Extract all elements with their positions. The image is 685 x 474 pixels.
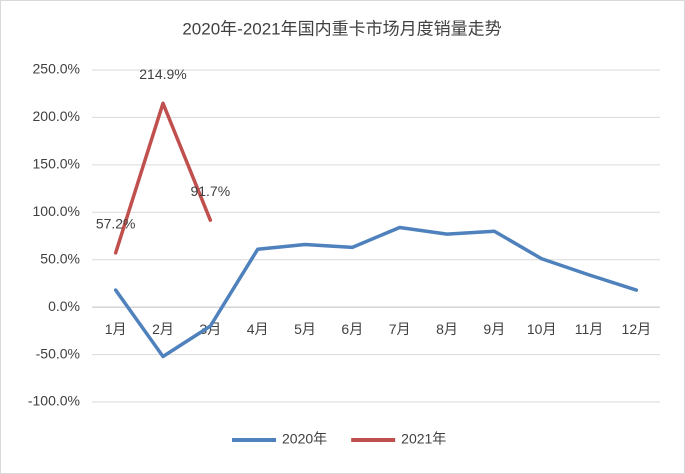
x-tick-label: 11月 [575,321,604,337]
x-tick-label: 8月 [436,321,458,337]
series-line [113,101,213,255]
x-tick-label: 5月 [294,321,316,337]
y-tick-label: -50.0% [36,345,80,361]
x-tick-label: 7月 [389,321,411,337]
y-tick-label: 250.0% [33,61,80,77]
data-label: 57.2% [96,216,136,232]
x-tick-label: 1月 [105,321,127,337]
x-tick-label: 9月 [483,321,505,337]
data-label: 214.9% [139,66,186,82]
series-line [113,225,639,359]
x-tick-label: 6月 [341,321,363,337]
y-tick-label: 50.0% [40,250,80,266]
x-tick-label: 12月 [622,321,652,337]
y-tick-label: -100.0% [28,393,80,409]
y-tick-label: 150.0% [33,156,80,172]
x-tick-label: 4月 [247,321,269,337]
legend-label: 2020年 [282,431,327,447]
y-tick-label: 0.0% [48,298,80,314]
x-tick-label: 10月 [527,321,557,337]
y-tick-label: 200.0% [33,108,80,124]
legend-label: 2021年 [401,431,446,447]
data-label: 91.7% [190,183,230,199]
x-tick-label: 3月 [199,321,221,337]
chart-title: 2020年-2021年国内重卡市场月度销量走势 [182,19,501,38]
x-tick-label: 2月 [152,321,174,337]
y-tick-label: 100.0% [33,203,80,219]
